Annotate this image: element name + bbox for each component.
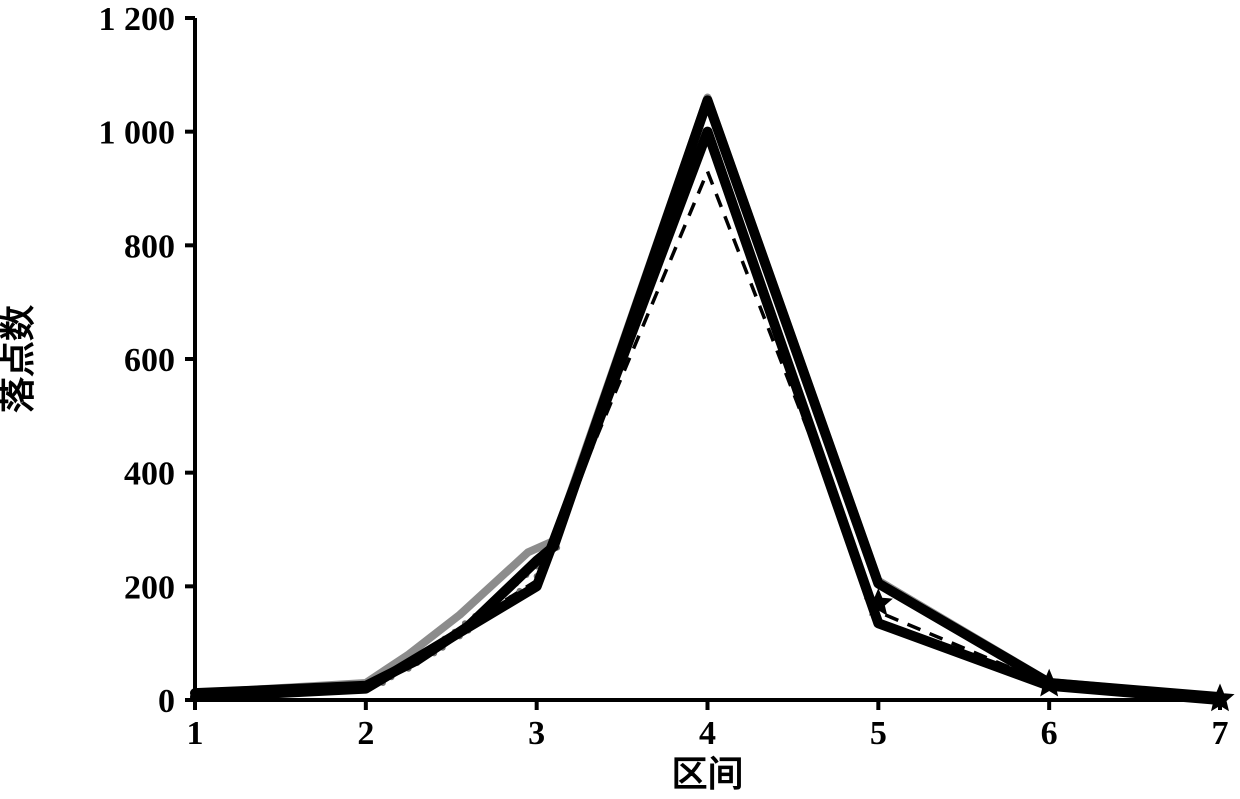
x-tick-label: 2 <box>357 715 374 752</box>
y-tick-label: 1 000 <box>99 115 176 152</box>
scatter-point <box>517 588 523 594</box>
scatter-point <box>465 628 471 634</box>
scatter-point <box>491 609 497 615</box>
scatter-point <box>380 680 386 686</box>
y-tick-label: 800 <box>124 228 175 265</box>
scatter-point <box>472 613 478 619</box>
scatter-point <box>534 573 540 579</box>
x-tick-label: 5 <box>870 715 887 752</box>
scatter-point <box>541 556 547 562</box>
x-tick-label: 7 <box>1212 715 1229 752</box>
scatter-point <box>414 660 420 666</box>
scatter-point <box>523 572 529 578</box>
scatter-point <box>452 629 458 635</box>
x-tick-label: 3 <box>528 715 545 752</box>
chart-svg: 0 200 400 600 800 1 000 1 200 1 2 3 4 5 6 7 落点数区间 <box>0 0 1240 799</box>
scatter-point <box>406 666 412 672</box>
scatter-point <box>503 589 509 595</box>
scatter-point <box>431 650 437 656</box>
scatter-point <box>554 545 560 551</box>
y-axis-title: 落点数 <box>0 305 38 413</box>
scatter-point <box>513 580 519 586</box>
scatter-point <box>457 633 463 639</box>
y-tick-label: 400 <box>124 456 175 493</box>
scatter-point <box>493 598 499 604</box>
y-tick-label: 200 <box>124 569 175 606</box>
scatter-point <box>482 615 488 621</box>
x-tick-label: 4 <box>699 715 716 752</box>
scatter-point <box>542 565 548 571</box>
scatter-point <box>508 595 514 601</box>
scatter-point <box>431 643 437 649</box>
chart-container: 0 200 400 600 800 1 000 1 200 1 2 3 4 5 6 7 落点数区间 <box>0 0 1240 799</box>
scatter-point <box>440 645 446 651</box>
y-tick-label: 0 <box>158 683 175 720</box>
x-axis-title: 区间 <box>671 754 743 794</box>
scatter-point <box>371 677 377 683</box>
scatter-point <box>400 664 406 670</box>
scatter-point <box>482 605 488 611</box>
scatter-point <box>394 669 400 675</box>
y-tick-label: 600 <box>124 342 175 379</box>
scatter-point <box>421 652 427 658</box>
scatter-point <box>441 636 447 642</box>
x-tick-label: 6 <box>1041 715 1058 752</box>
scatter-point <box>534 563 540 569</box>
y-tick-label: 1 200 <box>99 1 176 38</box>
scatter-point <box>383 673 389 679</box>
scatter-point <box>547 550 553 556</box>
scatter-point <box>462 620 468 626</box>
x-tick-label: 1 <box>187 715 204 752</box>
scatter-point <box>388 674 394 680</box>
